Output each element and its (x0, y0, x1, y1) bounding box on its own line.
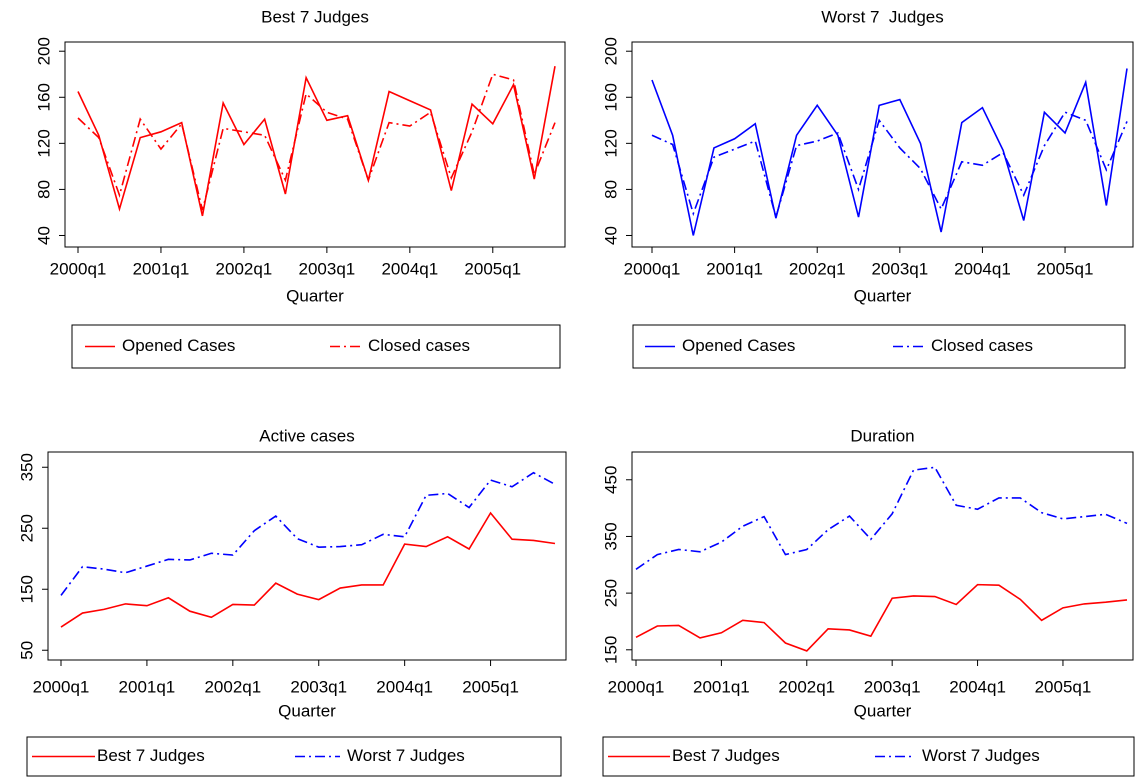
series-line (77, 73, 556, 211)
x-tick-label: 2004q1 (376, 677, 433, 696)
y-tick-label: 120 (34, 129, 53, 157)
y-tick-label: 80 (34, 180, 53, 199)
x-tick-label: 2000q1 (608, 677, 665, 696)
series-line (77, 66, 556, 217)
x-tick-label: 2004q1 (954, 259, 1011, 278)
x-tick-label: 2000q1 (624, 259, 681, 278)
y-tick-label: 350 (601, 522, 620, 550)
series-line (635, 466, 1128, 570)
x-axis-label: Quarter (854, 701, 912, 720)
x-tick-label: 2003q1 (290, 677, 347, 696)
x-axis-label: Quarter (854, 286, 912, 305)
legend-label: Best 7 Judges (97, 746, 205, 765)
x-axis-label: Quarter (278, 701, 336, 720)
x-tick-label: 2002q1 (789, 259, 846, 278)
x-tick-label: 2004q1 (949, 677, 1006, 696)
y-tick-label: 350 (17, 453, 36, 481)
series-line (635, 583, 1128, 652)
plot-frame (631, 41, 1134, 248)
legend-label: Best 7 Judges (672, 746, 780, 765)
y-tick-label: 450 (601, 466, 620, 494)
x-tick-label: 2000q1 (50, 259, 107, 278)
legend-frame (632, 324, 1126, 369)
legend-frame (26, 736, 562, 777)
legend-label: Opened Cases (122, 336, 235, 355)
legend-frame (71, 324, 561, 369)
y-tick-label: 250 (601, 579, 620, 607)
y-tick-label: 250 (17, 514, 36, 542)
x-tick-label: 2005q1 (1037, 259, 1094, 278)
legend-label: Closed cases (368, 336, 470, 355)
legend-label: Opened Cases (682, 336, 795, 355)
chart-title: Best 7 Judges (261, 7, 369, 26)
y-tick-label: 80 (601, 180, 620, 199)
series-line (60, 471, 556, 596)
plot-frame (47, 451, 567, 661)
x-tick-label: 2001q1 (706, 259, 763, 278)
chart-title: Duration (850, 426, 914, 445)
x-tick-label: 2005q1 (1035, 677, 1092, 696)
x-tick-label: 2003q1 (299, 259, 356, 278)
plot-frame (631, 451, 1134, 661)
legend-label: Worst 7 Judges (347, 746, 465, 765)
y-tick-label: 40 (601, 226, 620, 245)
y-tick-label: 120 (601, 129, 620, 157)
y-tick-label: 160 (34, 83, 53, 111)
x-tick-label: 2005q1 (464, 259, 521, 278)
x-tick-label: 2002q1 (216, 259, 273, 278)
y-tick-label: 40 (34, 226, 53, 245)
x-tick-label: 2003q1 (864, 677, 921, 696)
y-tick-label: 200 (34, 37, 53, 65)
x-tick-label: 2005q1 (462, 677, 519, 696)
y-tick-label: 150 (601, 636, 620, 664)
x-tick-label: 2004q1 (381, 259, 438, 278)
y-tick-label: 150 (17, 575, 36, 603)
chart-title: Active cases (259, 426, 354, 445)
series-line (651, 68, 1128, 236)
legend-label: Worst 7 Judges (922, 746, 1040, 765)
series-line (60, 511, 556, 628)
y-tick-label: 160 (601, 83, 620, 111)
y-tick-label: 50 (17, 641, 36, 660)
x-tick-label: 2000q1 (33, 677, 90, 696)
legend-frame (602, 736, 1135, 777)
legend-label: Closed cases (931, 336, 1033, 355)
x-tick-label: 2001q1 (119, 677, 176, 696)
series-line (651, 111, 1128, 221)
x-axis-label: Quarter (286, 286, 344, 305)
plot-frame (64, 41, 566, 248)
chart-title: Worst 7 Judges (821, 7, 944, 26)
x-tick-label: 2001q1 (693, 677, 750, 696)
x-tick-label: 2002q1 (778, 677, 835, 696)
x-tick-label: 2001q1 (133, 259, 190, 278)
x-tick-label: 2002q1 (204, 677, 261, 696)
y-tick-label: 200 (601, 37, 620, 65)
x-tick-label: 2003q1 (871, 259, 928, 278)
